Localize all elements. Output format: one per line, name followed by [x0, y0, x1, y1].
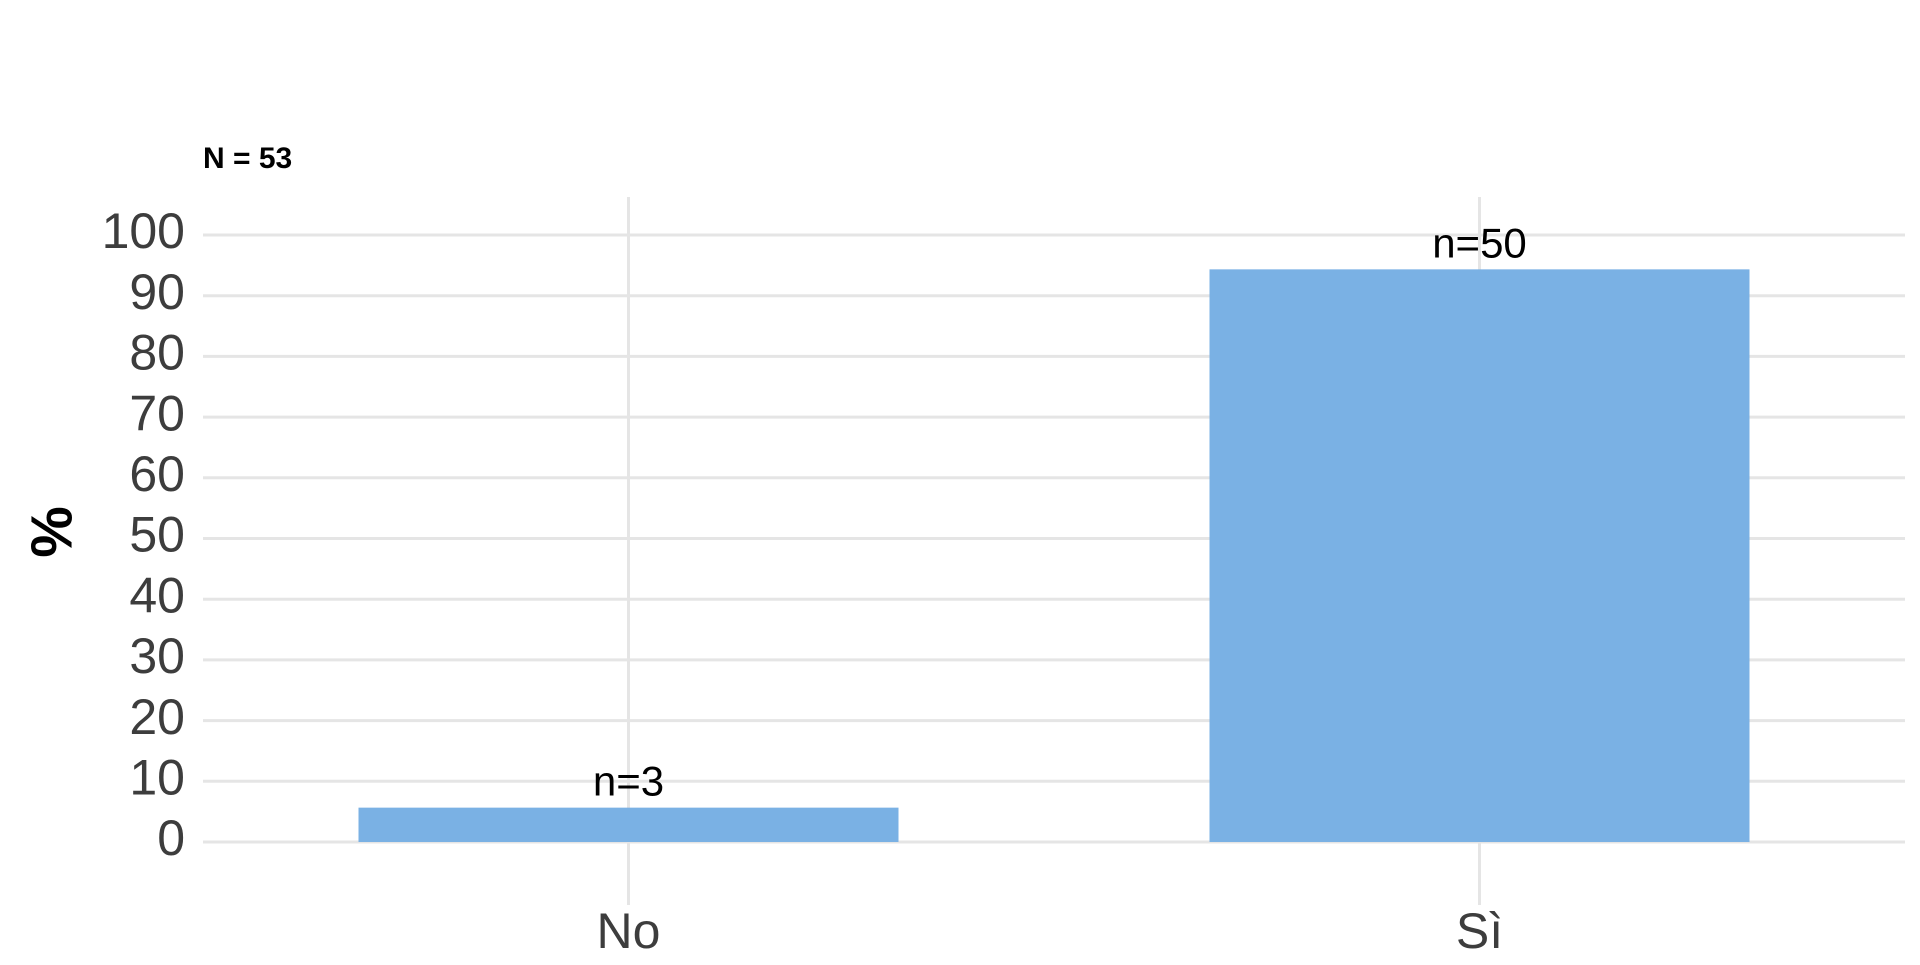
y-tick-label: 30	[129, 628, 185, 684]
y-tick-label: 60	[129, 446, 185, 502]
y-tick-label: 0	[157, 810, 185, 866]
y-tick-label: 10	[129, 750, 185, 806]
y-tick-label: 100	[102, 203, 185, 259]
x-tick-label: No	[597, 903, 661, 959]
y-tick-label: 70	[129, 385, 185, 441]
x-tick-label: Sì	[1456, 903, 1503, 959]
y-tick-label: 50	[129, 507, 185, 563]
y-tick-label: 20	[129, 689, 185, 745]
bar-data-label: n=50	[1432, 219, 1527, 266]
y-tick-label: 40	[129, 567, 185, 623]
y-tick-label: 80	[129, 325, 185, 381]
sample-size-caption: N = 53	[203, 142, 293, 175]
y-tick-label: 90	[129, 264, 185, 320]
bar-data-label: n=3	[593, 758, 664, 805]
bar-s	[1209, 269, 1750, 842]
bar-no	[358, 807, 899, 842]
y-axis-label: %	[19, 506, 85, 558]
